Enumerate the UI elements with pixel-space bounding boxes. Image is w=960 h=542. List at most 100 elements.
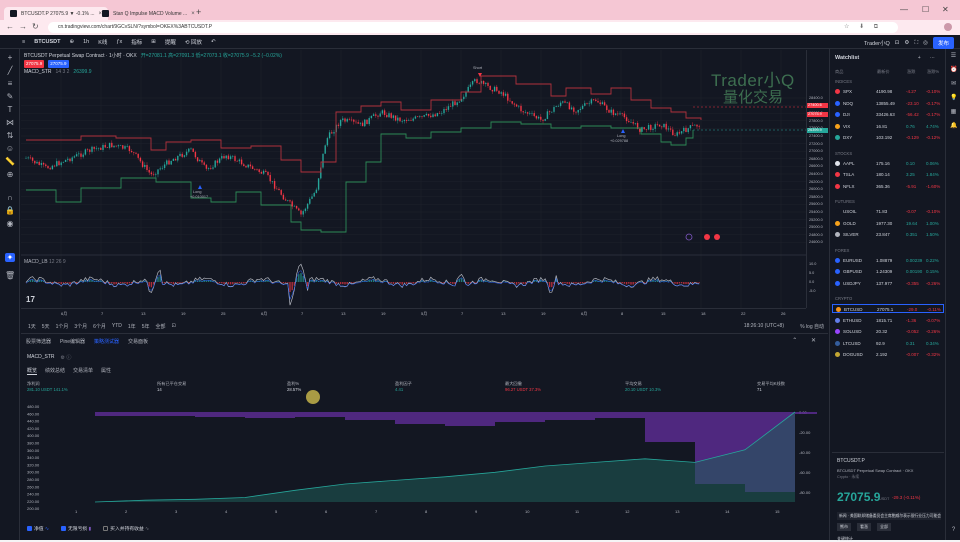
panel-controls[interactable]: ⌃ ✕ xyxy=(792,337,822,344)
forward-icon[interactable]: → xyxy=(19,22,27,31)
watchlist-section-indices[interactable]: INDICES xyxy=(835,79,852,84)
maximize-icon[interactable]: ☐ xyxy=(922,5,929,14)
ideas-icon[interactable]: 💡 xyxy=(950,95,957,102)
publish-button[interactable]: 发布 xyxy=(933,37,954,49)
browser-tab-1[interactable]: BTCUSDT.P 27075.9 ▼ -0.1% ... × xyxy=(4,7,108,20)
toolbar-item-replay[interactable]: ⟲ 回放 xyxy=(185,38,202,46)
range-button-6[interactable]: 1年 xyxy=(128,323,136,330)
fullscreen-icon[interactable]: ⛶ xyxy=(914,40,918,47)
toolbar-item-indicators[interactable]: 指标 xyxy=(131,38,142,46)
trendline-icon[interactable]: ╱ xyxy=(5,66,15,75)
chat-icon[interactable]: ✉ xyxy=(950,81,957,88)
forecast-icon[interactable]: ⇅ xyxy=(5,131,15,140)
detail-symbol-name[interactable]: BTCUSDT.P xyxy=(837,458,865,464)
notifications-icon[interactable]: 🔔 xyxy=(950,123,957,130)
crosshair-icon[interactable]: + xyxy=(5,53,15,62)
browser-tab-2[interactable]: Stan Q Impulse MACD Volume ... × xyxy=(96,7,201,20)
sell-price-pill[interactable]: 27075.9 xyxy=(24,60,44,68)
watchlist-title[interactable]: Watchlist xyxy=(835,55,859,61)
range-button-2[interactable]: 1个月 xyxy=(56,323,69,330)
watchlist-section-crypto[interactable]: CRYPTO xyxy=(835,296,852,301)
buyhold-toggle[interactable]: 买入并持有收益 ∿ xyxy=(103,525,149,532)
snapshot-icon[interactable]: ⊡ xyxy=(895,40,900,46)
strategy-subtab-1[interactable]: 绩效总结 xyxy=(45,367,65,375)
toolbar-item-fx[interactable]: ƒx xyxy=(116,39,122,45)
camera-icon[interactable]: ◎ xyxy=(923,40,928,46)
strategy-subtab-0[interactable]: 概览 xyxy=(27,367,37,375)
minimize-icon[interactable]: — xyxy=(900,5,908,14)
chart-canvas[interactable]: 17 xyxy=(21,50,806,308)
equity-toggle[interactable]: 净值 ∿ xyxy=(27,525,49,532)
col-price[interactable]: 最新价 xyxy=(877,69,890,75)
indicator-name[interactable]: MACD_STR xyxy=(24,68,52,76)
watchlist-section-forex[interactable]: FOREX xyxy=(835,248,849,253)
col-symbol[interactable]: 商品 xyxy=(835,69,843,75)
panel-tab-3[interactable]: 交易面板 xyxy=(128,338,148,345)
range-button-8[interactable]: 全部 xyxy=(155,323,165,330)
reload-icon[interactable]: ↻ xyxy=(32,22,39,31)
toolbar-item-alert[interactable]: 提醒 xyxy=(165,38,176,46)
trash-icon[interactable]: 🗑 xyxy=(5,271,15,280)
panel-tab-2[interactable]: 策略测试器 xyxy=(94,338,119,345)
help-icon[interactable]: ? xyxy=(950,527,957,534)
bear-button[interactable]: 熊市 xyxy=(837,523,851,531)
panel-tab-1[interactable]: Pine编辑器 xyxy=(60,338,85,345)
close-window-icon[interactable]: ✕ xyxy=(942,5,949,14)
watchlist-section-stocks[interactable]: STOCKS xyxy=(835,151,852,156)
chart-clock[interactable]: 18:26:10 (UTC+8) xyxy=(744,323,784,329)
toolbar-item-chart-type[interactable]: K线 xyxy=(98,38,107,46)
key-stats-link[interactable]: 关键统计 xyxy=(837,536,853,542)
fib-icon[interactable]: ≡ xyxy=(5,79,15,88)
equity-chart[interactable]: 480.00460.00440.00420.00400.00380.00360.… xyxy=(27,404,817,516)
favorites-icon[interactable]: ✦ xyxy=(5,253,15,262)
strategy-name[interactable]: MACD_STR xyxy=(27,354,55,361)
detail-news[interactable]: 新闻 · 美国联邦储备委员会主席鲍威尔表示银行业压力可能会影响经济 xyxy=(837,512,941,520)
strategy-settings-icon[interactable]: ⚙ ⓘ xyxy=(61,354,72,361)
macd-indicator-name[interactable]: MACD_LB xyxy=(24,259,48,265)
col-change[interactable]: 涨跌 xyxy=(907,69,915,75)
alerts-icon[interactable]: ⏰ xyxy=(950,67,957,74)
close-tab-icon[interactable]: × xyxy=(191,11,195,17)
range-button-4[interactable]: 6个月 xyxy=(93,323,106,330)
text-icon[interactable]: T xyxy=(5,105,15,114)
address-bar-icons[interactable]: ☆ ⬇ ⧉ xyxy=(844,23,882,31)
range-button-0[interactable]: 1天 xyxy=(28,323,36,330)
all-button[interactable]: 全部 xyxy=(877,523,891,531)
pattern-icon[interactable]: ⋈ xyxy=(5,118,15,127)
lock-icon[interactable]: 🔒 xyxy=(5,206,15,215)
new-tab-icon[interactable]: + xyxy=(196,7,201,17)
price-chart[interactable]: 17 BTCUSDT Perpetual Swap Contract · 1小时… xyxy=(21,50,806,308)
scale-options[interactable]: % log 自动 xyxy=(800,323,824,330)
col-pct[interactable]: 涨跌% xyxy=(927,69,939,75)
interval-button[interactable]: 1h xyxy=(83,39,89,45)
range-button-1[interactable]: 5天 xyxy=(42,323,50,330)
calendar-range-icon[interactable]: ⊡ xyxy=(171,323,175,329)
calendar-icon[interactable]: ▦ xyxy=(950,109,957,116)
strategy-subtab-3[interactable]: 属性 xyxy=(101,367,111,375)
profile-avatar[interactable] xyxy=(944,23,952,31)
ruler-icon[interactable]: 📏 xyxy=(5,157,15,166)
flag-event-icon[interactable] xyxy=(714,234,720,240)
price-axis[interactable]: 28400.028200.028000.027800.027600.027400… xyxy=(806,50,828,308)
watchlist-actions[interactable]: + ⋯ xyxy=(918,55,939,61)
compare-icon[interactable]: ⊕ xyxy=(70,39,75,45)
brush-icon[interactable]: ✎ xyxy=(5,92,15,101)
range-button-3[interactable]: 3个月 xyxy=(74,323,87,330)
symbol-search-button[interactable]: BTCUSDT xyxy=(34,39,60,45)
